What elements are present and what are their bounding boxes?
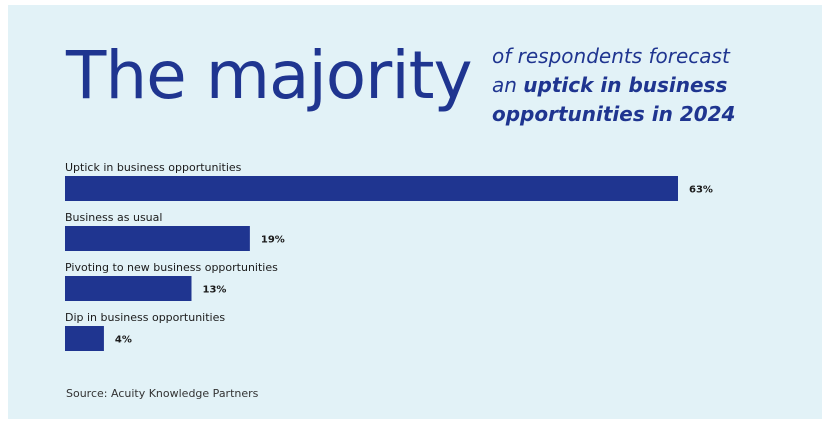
subtitle: of respondents forecast an uptick in bus… xyxy=(492,42,812,129)
subtitle-line-1: of respondents forecast xyxy=(492,44,730,68)
value-label-business-as-usual: 19% xyxy=(261,235,285,246)
category-label-business-as-usual: Business as usual xyxy=(65,211,162,224)
value-label-pivoting-to-new-business-opportunities: 13% xyxy=(202,285,226,296)
bar-business-as-usual xyxy=(65,226,250,251)
headline: The majority xyxy=(66,37,473,114)
subtitle-line-3-highlight: opportunities in 2024 xyxy=(492,102,736,126)
value-label-uptick-in-business-opportunities: 63% xyxy=(689,185,713,196)
category-label-pivoting-to-new-business-opportunities: Pivoting to new business opportunities xyxy=(65,261,278,274)
category-label-dip-in-business-opportunities: Dip in business opportunities xyxy=(65,311,225,324)
subtitle-line-2-highlight: uptick in business xyxy=(523,73,728,97)
category-label-uptick-in-business-opportunities: Uptick in business opportunities xyxy=(65,161,242,174)
bar-pivoting-to-new-business-opportunities xyxy=(65,276,192,301)
subtitle-line-2-lead: an xyxy=(492,73,524,97)
bar-dip-in-business-opportunities xyxy=(65,326,104,351)
value-label-dip-in-business-opportunities: 4% xyxy=(115,335,132,346)
source-note: Source: Acuity Knowledge Partners xyxy=(66,387,259,400)
infographic-panel xyxy=(8,5,822,419)
bar-uptick-in-business-opportunities xyxy=(65,176,678,201)
